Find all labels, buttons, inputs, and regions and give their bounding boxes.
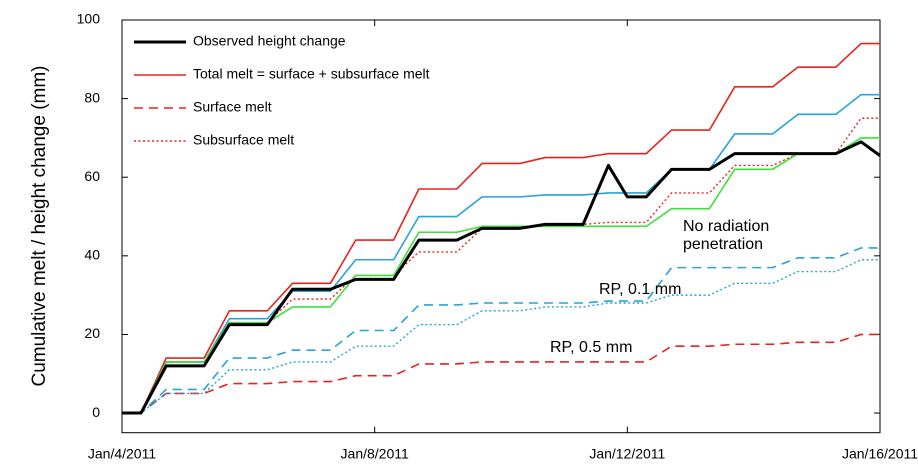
x-tick-label: Jan/12/2011 [589, 445, 665, 461]
annotation: RP, 0.1 mm [599, 281, 681, 298]
y-tick-label: 60 [84, 168, 100, 184]
data-line [122, 137, 880, 414]
y-tick-label: 0 [92, 404, 100, 420]
annotation: RP, 0.5 mm [550, 339, 632, 356]
annotation: penetration [683, 236, 763, 253]
data-line [122, 42, 880, 414]
legend-label: Surface melt [193, 99, 272, 115]
plot-frame [121, 19, 881, 434]
y-tick-label: 100 [77, 11, 101, 27]
data-line [122, 93, 880, 414]
annotation: No radiation [683, 218, 769, 235]
data-line [122, 259, 880, 414]
x-tick-label: Jan/8/2011 [341, 445, 409, 461]
y-tick-label: 40 [84, 247, 100, 263]
y-tick-label: 20 [84, 325, 100, 341]
x-tick-label: Jan/16/2011 [842, 445, 918, 461]
data-line [122, 333, 880, 414]
y-tick-label: 80 [84, 89, 100, 105]
legend-label: Subsurface melt [193, 132, 294, 148]
legend-label: Total melt = surface + subsurface melt [193, 66, 430, 82]
data-line [122, 247, 880, 414]
y-axis-title: Cumulative melt / height change (mm) [29, 65, 50, 386]
legend-label: Observed height change [193, 33, 346, 49]
data-line [122, 117, 880, 414]
data-line [122, 140, 881, 415]
x-tick-label: Jan/4/2011 [88, 445, 156, 461]
